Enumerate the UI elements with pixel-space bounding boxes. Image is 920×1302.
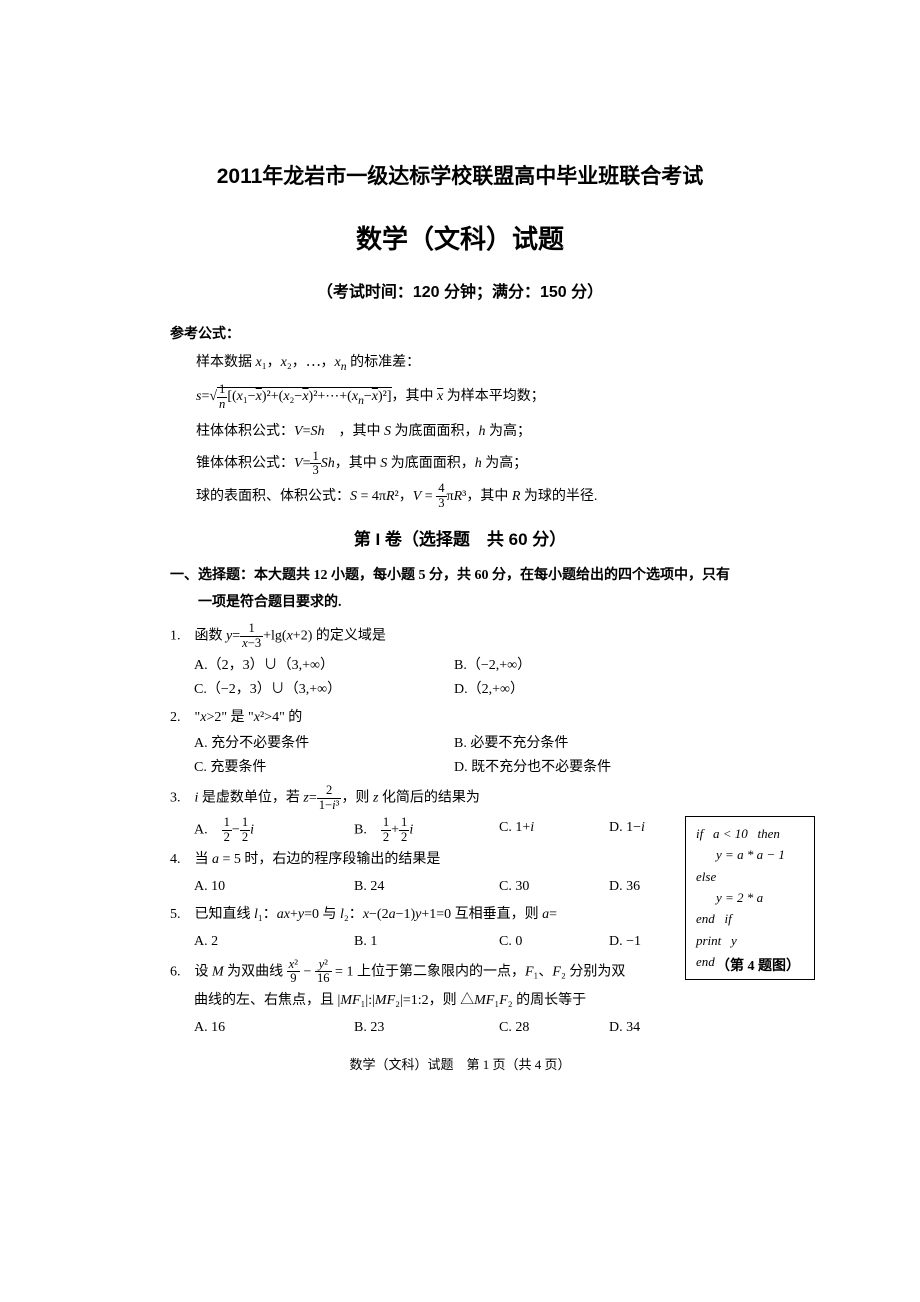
choice-2d: D. 既不充分也不必要条件: [454, 756, 714, 780]
choice-5c: C. 0: [499, 930, 609, 954]
exam-info: （考试时间：120 分钟；满分：150 分）: [170, 280, 750, 306]
q3-q6-block: if a < 10 then y = a * a − 1 else y = 2 …: [170, 816, 750, 1040]
choice-1c: C.（−2，3）∪（3,+∞）: [194, 678, 454, 702]
section-instruction: 一、选择题：本大题共 12 小题，每小题 5 分，共 60 分，在每小题给出的四…: [170, 563, 750, 616]
choice-2b: B. 必要不充分条件: [454, 732, 714, 756]
code-line-4: y = 2 * a: [696, 887, 804, 908]
section-header: 第 I 卷（选择题 共 60 分）: [170, 526, 750, 553]
formula-prism: 柱体体积公式：V=Sh ，其中 S 为底面面积，h 为高；: [196, 417, 750, 446]
question-6: 6. 设 M 为双曲线 x²9 − y²16 = 1 上位于第二象限内的一点，F…: [170, 958, 750, 987]
question-2: 2. "x>2" 是 "x²>4" 的: [170, 706, 750, 730]
formula-sphere: 球的表面积、体积公式：S = 4πR²，V = 43πR³，其中 R 为球的半径…: [196, 482, 750, 511]
choices-1: A.（2，3）∪（3,+∞） B.（−2,+∞） C.（−2，3）∪（3,+∞）…: [194, 654, 750, 702]
choice-6c: C. 28: [499, 1016, 609, 1040]
code-line-1: if a < 10 then: [696, 823, 804, 844]
choice-5b: B. 1: [354, 930, 499, 954]
choice-3a: A. 12−12i: [194, 816, 354, 845]
choice-3d: D. 1−i: [609, 816, 679, 845]
main-title: 2011年龙岩市一级达标学校联盟高中毕业班联合考试: [170, 160, 750, 194]
code-line-3: else: [696, 866, 804, 887]
choices-3: A. 12−12i B. 12+12i C. 1+i D. 1−i: [194, 816, 750, 845]
formula-std: s=√1n[(x₁−x)²+(x₂−x)²+⋯+(xn−x)²]，其中 x 为样…: [196, 382, 750, 413]
choices-5: A. 2 B. 1 C. 0 D. −1: [194, 930, 750, 954]
choice-6d: D. 34: [609, 1016, 679, 1040]
question-3: 3. i 是虚数单位，若 z=21−i³，则 z 化简后的结果为: [170, 784, 750, 813]
choices-2: A. 充分不必要条件 B. 必要不充分条件 C. 充要条件 D. 既不充分也不必…: [194, 732, 750, 780]
code-line-5: end if: [696, 908, 804, 929]
choice-2c: C. 充要条件: [194, 756, 454, 780]
choice-3b: B. 12+12i: [354, 816, 499, 845]
formula-cone: 锥体体积公式：V=13Sh，其中 S 为底面面积，h 为高；: [196, 449, 750, 478]
choice-6a: A. 16: [194, 1016, 354, 1040]
choice-3c: C. 1+i: [499, 816, 609, 845]
subtitle: 数学（文科）试题: [170, 219, 750, 261]
formula-header: 参考公式：: [170, 324, 750, 346]
questions-wrapper: 1. 函数 y=1x−3+lg(x+2) 的定义域是 A.（2，3）∪（3,+∞…: [170, 622, 750, 1040]
choices-4: A. 10 B. 24 C. 30 D. 36: [194, 875, 750, 899]
formula-intro: 样本数据 x₁，x₂，⋯，xn 的标准差：: [196, 348, 750, 379]
choice-4a: A. 10: [194, 875, 354, 899]
page-footer: 数学（文科）试题 第 1 页（共 4 页）: [170, 1055, 750, 1076]
choices-6: A. 16 B. 23 C. 28 D. 34: [194, 1016, 750, 1040]
choice-4b: B. 24: [354, 875, 499, 899]
choice-1d: D.（2,+∞）: [454, 678, 714, 702]
choice-4d: D. 36: [609, 875, 679, 899]
choice-4c: C. 30: [499, 875, 609, 899]
question-4: 4. 当 a = 5 时，右边的程序段输出的结果是: [170, 848, 750, 872]
choice-6b: B. 23: [354, 1016, 499, 1040]
page-container: 2011年龙岩市一级达标学校联盟高中毕业班联合考试 数学（文科）试题 （考试时间…: [170, 160, 750, 1076]
code-line-2: y = a * a − 1: [696, 844, 804, 865]
choice-2a: A. 充分不必要条件: [194, 732, 454, 756]
choice-1b: B.（−2,+∞）: [454, 654, 714, 678]
choice-5a: A. 2: [194, 930, 354, 954]
question-5: 5. 已知直线 l₁：ax+y=0 与 l₂：x−(2a−1)y+1=0 互相垂…: [170, 903, 750, 927]
code-caption: （第 4 题图）: [716, 956, 800, 978]
question-6-cont: 曲线的左、右焦点，且 |MF₁|:|MF₂|=1:2，则 △MF₁F₂ 的周长等…: [194, 989, 750, 1013]
choice-5d: D. −1: [609, 930, 679, 954]
code-line-6: print y: [696, 930, 804, 951]
choice-1a: A.（2，3）∪（3,+∞）: [194, 654, 454, 678]
question-1: 1. 函数 y=1x−3+lg(x+2) 的定义域是: [170, 622, 750, 651]
